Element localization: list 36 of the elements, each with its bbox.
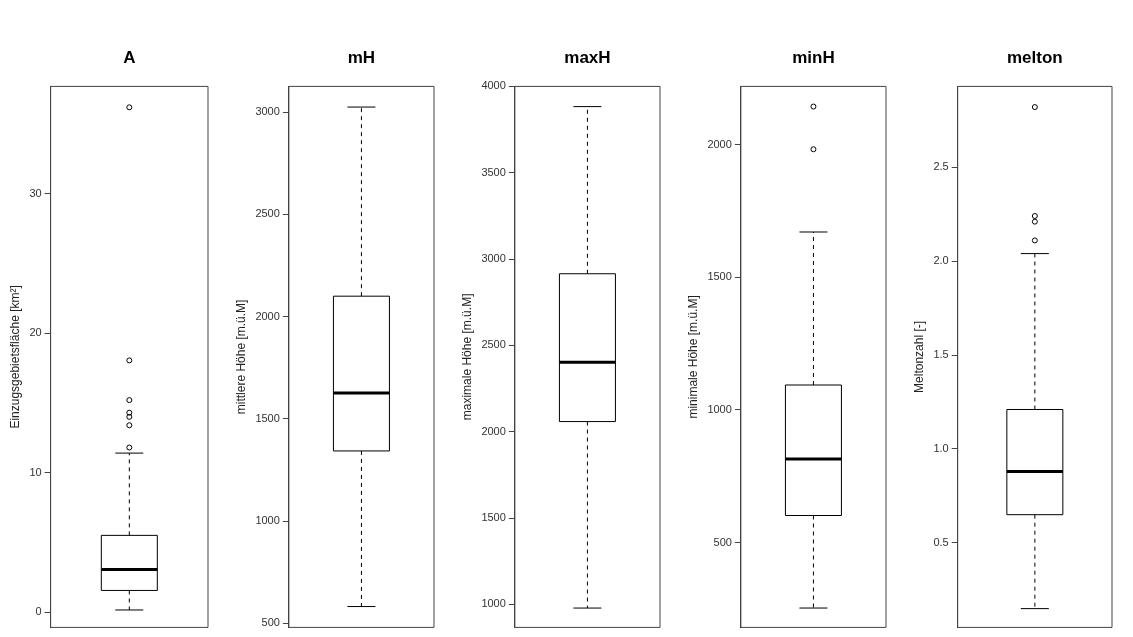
y-axis-title: Einzugsgebietsfläche [km²] (7, 285, 22, 429)
y-tick-label: 1000 (707, 402, 732, 415)
x-tick-label: melton (1006, 47, 1063, 67)
y-axis-title: minimale Höhe [m.ü.M] (685, 295, 700, 419)
y-tick-label: 2500 (481, 338, 506, 351)
y-tick-label: 1000 (255, 514, 280, 527)
x-tick-label: minH (792, 47, 835, 67)
y-tick-label: 1.5 (933, 348, 949, 361)
y-tick-label: 20 (29, 326, 42, 339)
y-axis-title: Meltonzahl [-] (911, 320, 926, 393)
x-tick-label: mH (347, 47, 376, 67)
y-tick-label: 1500 (707, 270, 732, 283)
y-tick-label: 0 (35, 605, 42, 618)
y-tick-label: 2.5 (933, 160, 949, 173)
y-tick-label: 2000 (707, 137, 732, 150)
y-tick-label: 30 (29, 186, 42, 199)
y-tick-label: 1000 (481, 597, 506, 610)
y-tick-label: 500 (713, 535, 732, 548)
y-tick-label: 2000 (481, 424, 506, 437)
y-tick-label: 2.0 (933, 254, 949, 267)
y-tick-label: 2500 (255, 207, 280, 220)
y-tick-label: 0.5 (933, 535, 949, 548)
y-tick-label: 1500 (481, 511, 506, 524)
y-tick-label: 3500 (481, 165, 506, 178)
y-axis-title: maximale Höhe [m.ü.M] (459, 293, 474, 421)
x-tick-label: A (123, 47, 136, 67)
y-axis-title: mittlere Höhe [m.ü.M] (233, 299, 248, 415)
x-tick-label: maxH (564, 47, 611, 67)
y-tick-label: 4000 (481, 79, 506, 92)
y-tick-label: 1.0 (933, 441, 949, 454)
y-tick-label: 3000 (481, 252, 506, 265)
y-tick-label: 500 (261, 616, 280, 629)
y-tick-label: 2000 (255, 309, 280, 322)
y-tick-label: 10 (29, 465, 42, 478)
y-tick-label: 3000 (255, 105, 280, 118)
y-tick-label: 1500 (255, 411, 280, 424)
